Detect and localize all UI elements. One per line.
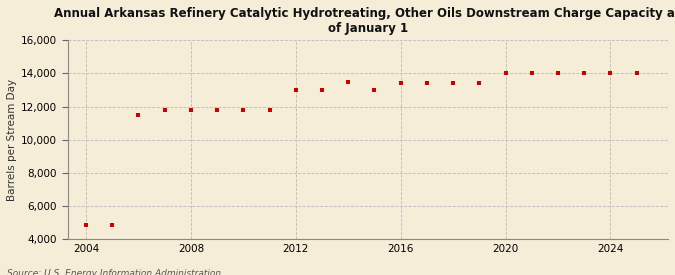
Point <box>343 79 354 84</box>
Point <box>290 88 301 92</box>
Title: Annual Arkansas Refinery Catalytic Hydrotreating, Other Oils Downstream Charge C: Annual Arkansas Refinery Catalytic Hydro… <box>54 7 675 35</box>
Point <box>526 71 537 76</box>
Text: Source: U.S. Energy Information Administration: Source: U.S. Energy Information Administ… <box>7 269 221 275</box>
Point <box>605 71 616 76</box>
Point <box>578 71 589 76</box>
Point <box>133 113 144 117</box>
Point <box>107 222 117 227</box>
Point <box>553 71 564 76</box>
Point <box>317 88 327 92</box>
Point <box>186 108 196 112</box>
Point <box>474 81 485 86</box>
Point <box>396 81 406 86</box>
Point <box>500 71 511 76</box>
Point <box>238 108 248 112</box>
Point <box>159 108 170 112</box>
Point <box>264 108 275 112</box>
Point <box>212 108 223 112</box>
Point <box>80 222 91 227</box>
Point <box>448 81 458 86</box>
Y-axis label: Barrels per Stream Day: Barrels per Stream Day <box>7 79 17 201</box>
Point <box>631 71 642 76</box>
Point <box>421 81 432 86</box>
Point <box>369 88 380 92</box>
